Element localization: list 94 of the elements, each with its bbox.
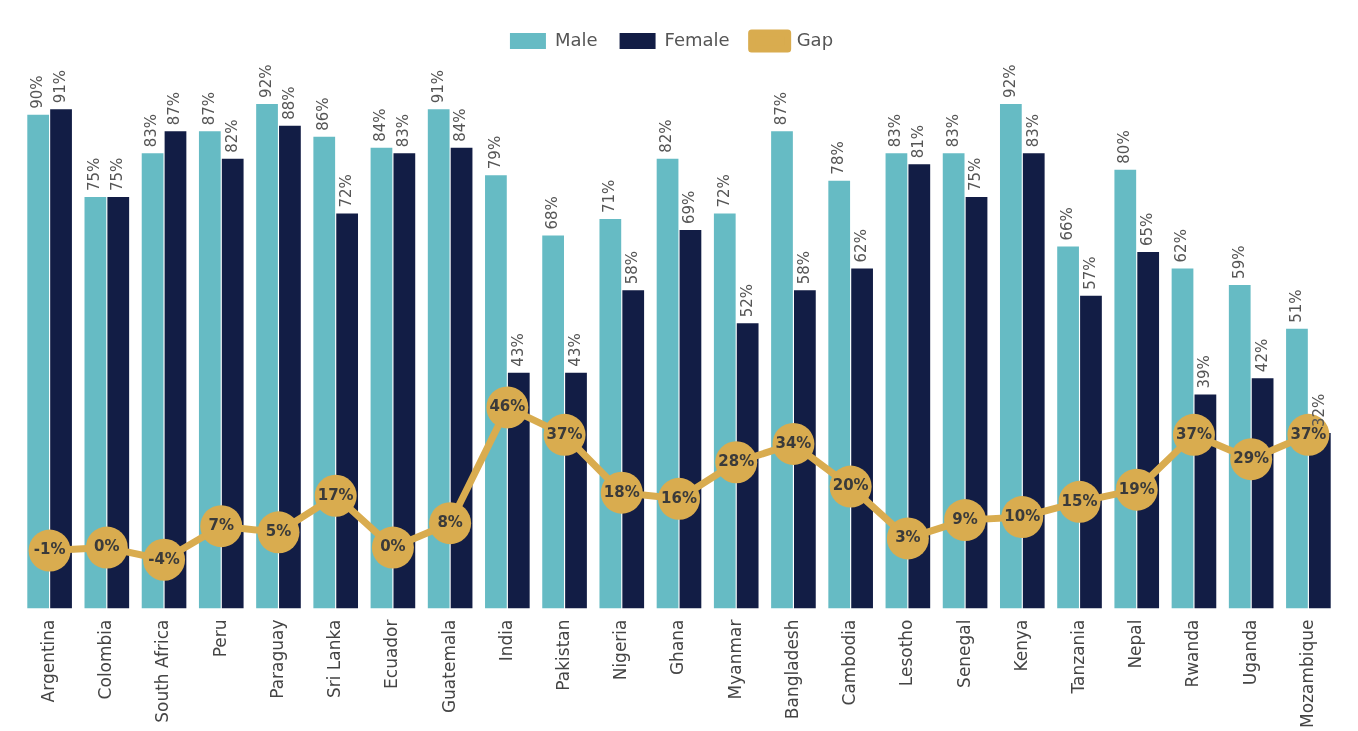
data-label: 71% — [600, 179, 619, 214]
legend-label: Male — [554, 28, 598, 50]
legend-label: Gap — [796, 28, 834, 50]
data-label: 92% — [256, 64, 275, 98]
data-label: 69% — [680, 190, 699, 225]
x-tick-label: Uganda — [1239, 619, 1260, 686]
data-label: 83% — [1023, 113, 1042, 148]
data-label: 91% — [50, 70, 69, 104]
x-tick-label: Argentina — [38, 619, 59, 703]
data-label: 32% — [1309, 393, 1328, 427]
data-label: 84% — [371, 108, 390, 142]
x-tick-label: India — [495, 619, 516, 662]
x-tick-label: Myanmar — [724, 619, 745, 700]
data-label: 18% — [603, 482, 640, 501]
x-tick-label: Bangladesh — [781, 619, 802, 720]
data-label: 90% — [28, 75, 47, 109]
x-tick-label: Tanzania — [1067, 619, 1088, 695]
data-label: 87% — [165, 91, 184, 126]
data-label: 92% — [1000, 64, 1019, 98]
x-tick-label: Ghana — [667, 619, 688, 676]
data-label: 82% — [657, 119, 676, 153]
data-label: 0% — [94, 537, 120, 556]
data-label: 88% — [279, 86, 298, 120]
data-label: 10% — [1004, 506, 1041, 525]
data-label: 7% — [208, 516, 234, 535]
x-tick-label: Senegal — [953, 619, 974, 688]
data-label: 16% — [661, 488, 697, 507]
data-label: 20% — [832, 476, 869, 495]
data-label: 29% — [1233, 449, 1270, 468]
data-label: 83% — [886, 113, 905, 148]
x-tick-label: Rwanda — [1182, 619, 1203, 688]
data-label: 37% — [1176, 424, 1212, 443]
x-tick-label: Sri Lanka — [324, 619, 345, 699]
data-label: 43% — [565, 333, 584, 367]
data-label: 9% — [952, 510, 978, 529]
data-label: 8% — [437, 513, 463, 532]
data-label: 87% — [199, 91, 218, 126]
data-label: 72% — [714, 174, 733, 208]
data-label: 5% — [265, 522, 292, 541]
x-tick-label: Ecuador — [381, 619, 402, 689]
x-tick-label: Mozambique — [1296, 619, 1317, 729]
data-label: 80% — [1115, 130, 1134, 164]
data-label: 57% — [1080, 256, 1099, 290]
data-label: 34% — [775, 433, 812, 452]
x-tick-label: Paraguay — [266, 619, 287, 699]
x-tick-label: South Africa — [152, 619, 173, 723]
x-tick-label: Nigeria — [610, 619, 631, 681]
data-label: 78% — [829, 141, 848, 175]
data-label: -1% — [33, 540, 66, 559]
data-label: 3% — [895, 528, 921, 547]
data-label: 37% — [546, 424, 583, 443]
legend-label: Female — [664, 28, 730, 50]
data-label: 75% — [108, 157, 127, 192]
data-label: 17% — [317, 485, 354, 504]
data-label: 91% — [428, 70, 447, 104]
data-label: 46% — [489, 397, 526, 416]
x-tick-label: Pakistan — [552, 619, 573, 691]
data-label: 75% — [966, 157, 985, 192]
data-label: 83% — [943, 113, 962, 148]
data-label: 58% — [623, 251, 642, 285]
data-label: 75% — [85, 157, 104, 192]
data-label: 83% — [142, 113, 161, 148]
data-label: 42% — [1252, 338, 1271, 373]
data-label: 52% — [737, 283, 756, 318]
data-label: 39% — [1195, 355, 1214, 389]
data-label: 84% — [451, 108, 470, 142]
x-tick-label: Colombia — [95, 619, 116, 700]
data-label: 28% — [718, 452, 755, 471]
data-label: 15% — [1061, 491, 1098, 510]
data-label: 79% — [485, 135, 504, 170]
data-label: 43% — [508, 333, 527, 367]
data-label: 87% — [771, 91, 790, 126]
x-tick-label: Peru — [209, 619, 230, 658]
x-tick-label: Lesotho — [896, 619, 917, 687]
data-label: 65% — [1138, 212, 1157, 246]
data-label: 59% — [1229, 245, 1248, 279]
data-label: 83% — [394, 113, 413, 148]
data-label: 82% — [222, 119, 241, 153]
data-label: -4% — [148, 549, 180, 568]
data-label: 62% — [1172, 229, 1191, 263]
x-tick-label: Kenya — [1010, 619, 1031, 672]
data-label: 72% — [337, 174, 356, 208]
data-label: 81% — [909, 124, 928, 159]
data-label: 0% — [380, 537, 406, 556]
data-label: 66% — [1057, 207, 1076, 241]
data-label: 19% — [1118, 479, 1155, 498]
data-label: 86% — [314, 97, 333, 131]
data-label: 62% — [851, 229, 870, 263]
x-tick-label: Guatemala — [438, 619, 459, 714]
x-tick-label: Cambodia — [839, 619, 860, 706]
data-label: 68% — [543, 196, 562, 230]
data-label: 51% — [1286, 289, 1305, 323]
data-label: 58% — [794, 251, 813, 285]
x-tick-label: Nepal — [1125, 619, 1146, 669]
